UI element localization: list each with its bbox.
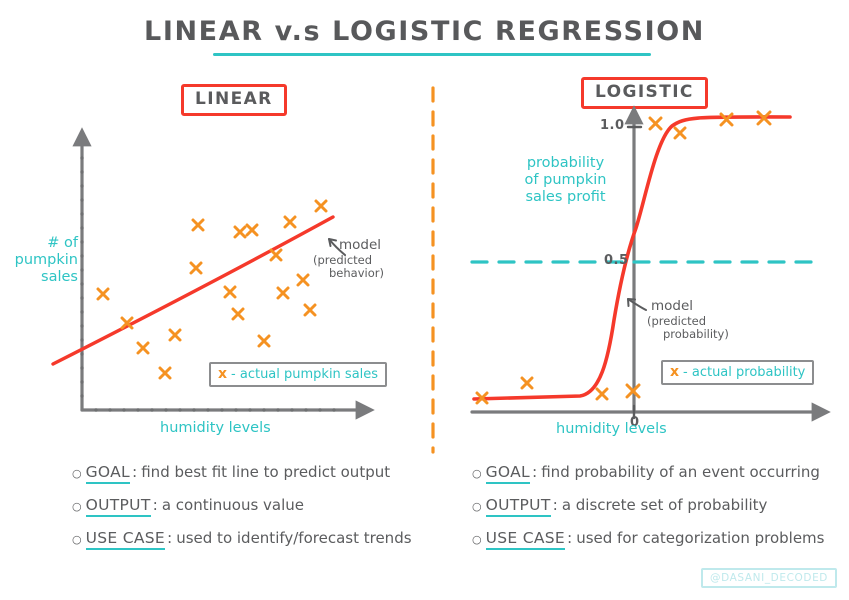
linear-x-axis-label: humidity levels — [160, 420, 271, 436]
bullet-separator: : — [532, 463, 538, 481]
scatter-point — [673, 126, 687, 140]
scatter-point — [648, 116, 663, 131]
linear-legend-marker-icon: x — [218, 366, 228, 382]
bullet-key: OUTPUT — [485, 496, 551, 517]
bullet-dot-icon: ○ — [72, 467, 82, 480]
scatter-point — [168, 328, 182, 342]
bullet-key: GOAL — [85, 463, 130, 484]
logistic-legend-text: - actual probability — [683, 365, 806, 380]
bullet-key: OUTPUT — [85, 496, 151, 517]
logistic-legend-marker-icon: x — [670, 364, 680, 380]
logistic-ytick-half: 0.5 — [604, 253, 629, 268]
logistic-model-annotation-arrowhead — [627, 298, 636, 307]
list-item: ○ USE CASE : used for categorization pro… — [472, 529, 824, 550]
scatter-point — [223, 285, 237, 299]
bullet-key: USE CASE — [485, 529, 565, 550]
scatter-point — [475, 391, 489, 405]
linear-chart-axes — [72, 127, 375, 420]
scatter-point — [314, 199, 328, 213]
watermark: @DASANI_DECODED — [701, 567, 837, 588]
scatter-point — [245, 223, 259, 237]
linear-legend-text: - actual pumpkin sales — [231, 367, 379, 382]
logistic-model-annotation-line3: probability) — [663, 326, 729, 341]
linear-scatter-points — [96, 199, 328, 380]
bullet-separator: : — [166, 529, 173, 547]
scatter-point — [189, 261, 203, 275]
bullet-dot-icon: ○ — [472, 500, 482, 513]
scatter-point — [303, 303, 317, 317]
bullet-separator: : — [552, 496, 558, 514]
logistic-origin-tick-label: 0 — [630, 415, 640, 430]
list-item: ○ GOAL : find best fit line to predict o… — [72, 463, 412, 484]
bullet-dot-icon: ○ — [72, 533, 82, 546]
scatter-point — [520, 376, 534, 390]
logistic-model-annotation-line2: (predicted — [647, 313, 707, 328]
scatter-point — [719, 112, 734, 127]
panel-label-logistic: LOGISTIC — [581, 77, 708, 109]
scatter-point — [120, 316, 134, 330]
panel-label-linear: LINEAR — [181, 84, 287, 116]
scatter-point — [756, 110, 772, 126]
scatter-point — [625, 383, 641, 399]
linear-model-annotation-line2: (predicted — [313, 252, 373, 267]
list-item: ○ GOAL : find probability of an event oc… — [472, 463, 824, 484]
list-item: ○ USE CASE : used to identify/forecast t… — [72, 529, 412, 550]
scatter-point — [136, 341, 150, 355]
bullet-dot-icon: ○ — [472, 467, 482, 480]
panel-label-linear-text: LINEAR — [181, 84, 287, 116]
logistic-x-axis-label: humidity levels — [556, 421, 667, 437]
title-underline — [213, 53, 651, 56]
panel-label-logistic-text: LOGISTIC — [581, 77, 708, 109]
bullet-value: find probability of an event occurring — [541, 463, 820, 481]
scatter-point — [283, 215, 297, 229]
logistic-model-annotation-arrow — [627, 298, 647, 311]
linear-model-annotation-arrowhead — [328, 238, 337, 247]
bullet-dot-icon: ○ — [472, 533, 482, 546]
linear-model-annotation-head: model — [339, 237, 382, 253]
scatter-point — [257, 334, 271, 348]
logistic-chart-axes — [470, 105, 831, 422]
scatter-point — [96, 287, 110, 301]
logistic-model-annotation-head: model — [651, 298, 694, 314]
scatter-point — [296, 273, 310, 287]
bullet-separator: : — [566, 529, 573, 547]
bullet-value: a discrete set of probability — [561, 496, 768, 514]
linear-legend: x - actual pumpkin sales — [209, 362, 388, 387]
logistic-legend: x - actual probability — [661, 360, 815, 385]
bullet-value: a continuous value — [161, 496, 305, 514]
scatter-point — [276, 286, 290, 300]
list-item: ○ OUTPUT : a discrete set of probability — [472, 496, 824, 517]
linear-fit-line — [51, 215, 335, 366]
page-title: LINEAR v.s LOGISTIC REGRESSION — [144, 16, 705, 47]
scatter-point — [231, 307, 245, 321]
scatter-point — [233, 225, 247, 239]
bullet-separator: : — [132, 463, 138, 481]
scatter-point — [269, 248, 283, 262]
list-item: ○ OUTPUT : a continuous value — [72, 496, 412, 517]
scatter-point — [191, 218, 205, 232]
scatter-point — [595, 387, 609, 401]
bullet-value: used for categorization problems — [576, 529, 825, 547]
logistic-bullet-list: ○ GOAL : find probability of an event oc… — [472, 463, 824, 562]
bullet-dot-icon: ○ — [72, 500, 82, 513]
bullet-value: find best fit line to predict output — [141, 463, 391, 481]
logistic-model-annotation: model (predicted probability) — [647, 298, 729, 341]
linear-model-annotation-line3: behavior) — [329, 265, 384, 280]
logistic-y-axis-label: probability of pumpkin sales profit — [524, 155, 607, 206]
linear-bullet-list: ○ GOAL : find best fit line to predict o… — [72, 463, 412, 562]
bullet-key: USE CASE — [85, 529, 165, 550]
scatter-point — [158, 366, 172, 380]
bullet-key: GOAL — [485, 463, 530, 484]
logistic-scatter-points — [475, 110, 772, 405]
logistic-ytick-1: 1.0 — [600, 118, 625, 133]
bullet-value: used to identify/forecast trends — [176, 529, 412, 547]
linear-model-annotation: model (predicted behavior) — [313, 237, 384, 280]
bullet-separator: : — [152, 496, 158, 514]
linear-y-axis-label: # of pumpkin sales — [14, 235, 78, 286]
logistic-sigmoid-curve — [472, 115, 792, 401]
